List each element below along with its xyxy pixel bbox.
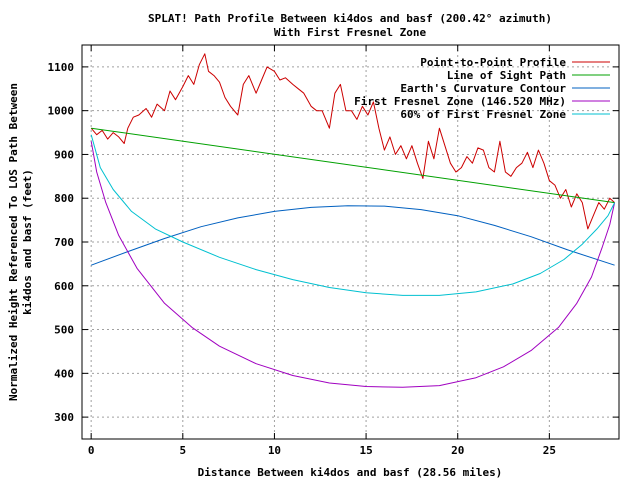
x-tick-label-3: 15 (359, 444, 372, 457)
legend-label-2: Earth's Curvature Contour (400, 82, 566, 95)
y-tick-label-1: 400 (54, 367, 74, 380)
x-axis-label: Distance Between ki4dos and basf (28.56 … (198, 466, 503, 479)
y-tick-label-5: 800 (54, 192, 74, 205)
x-tick-label-1: 5 (179, 444, 186, 457)
y-tick-label-6: 900 (54, 148, 74, 161)
x-tick-label-5: 25 (543, 444, 556, 457)
legend-label-3: First Fresnel Zone (146.520 MHz) (354, 95, 566, 108)
series-layer (90, 53, 616, 388)
y-tick-label-2: 500 (54, 324, 74, 337)
y-tick-label-4: 700 (54, 236, 74, 249)
y-tick-label-3: 600 (54, 280, 74, 293)
y-axis-label-line-2: ki4dos and basf (feet) (21, 169, 34, 315)
legend-label-1: Line of Sight Path (447, 69, 566, 82)
x-tick-label-2: 10 (268, 444, 281, 457)
series-line-0 (90, 53, 615, 230)
y-tick-label-7: 1000 (48, 105, 75, 118)
series-line-4 (90, 134, 616, 296)
x-tick-label-4: 20 (451, 444, 464, 457)
tick-layer: 0 5 10 15 20 25 300 400 500 600 700 800 900 1000 1100 (48, 45, 619, 457)
legend-label-0: Point-to-Point Profile (420, 56, 566, 69)
plot-frame (81, 44, 620, 440)
x-tick-label-0: 0 (88, 444, 95, 457)
series-line-1 (91, 127, 615, 204)
chart-subtitle: With First Fresnel Zone (274, 26, 427, 39)
legend-label-4: 60% of First Fresnel Zone (400, 108, 566, 121)
y-axis-label-line-1: Normalized Height Referenced To LOS Path… (7, 83, 20, 401)
series-line-2 (91, 205, 615, 266)
chart-title: SPLAT! Path Profile Between ki4dos and b… (148, 12, 552, 25)
y-tick-label-8: 1100 (48, 61, 75, 74)
series-line-3 (90, 141, 616, 388)
y-tick-label-0: 300 (54, 411, 74, 424)
